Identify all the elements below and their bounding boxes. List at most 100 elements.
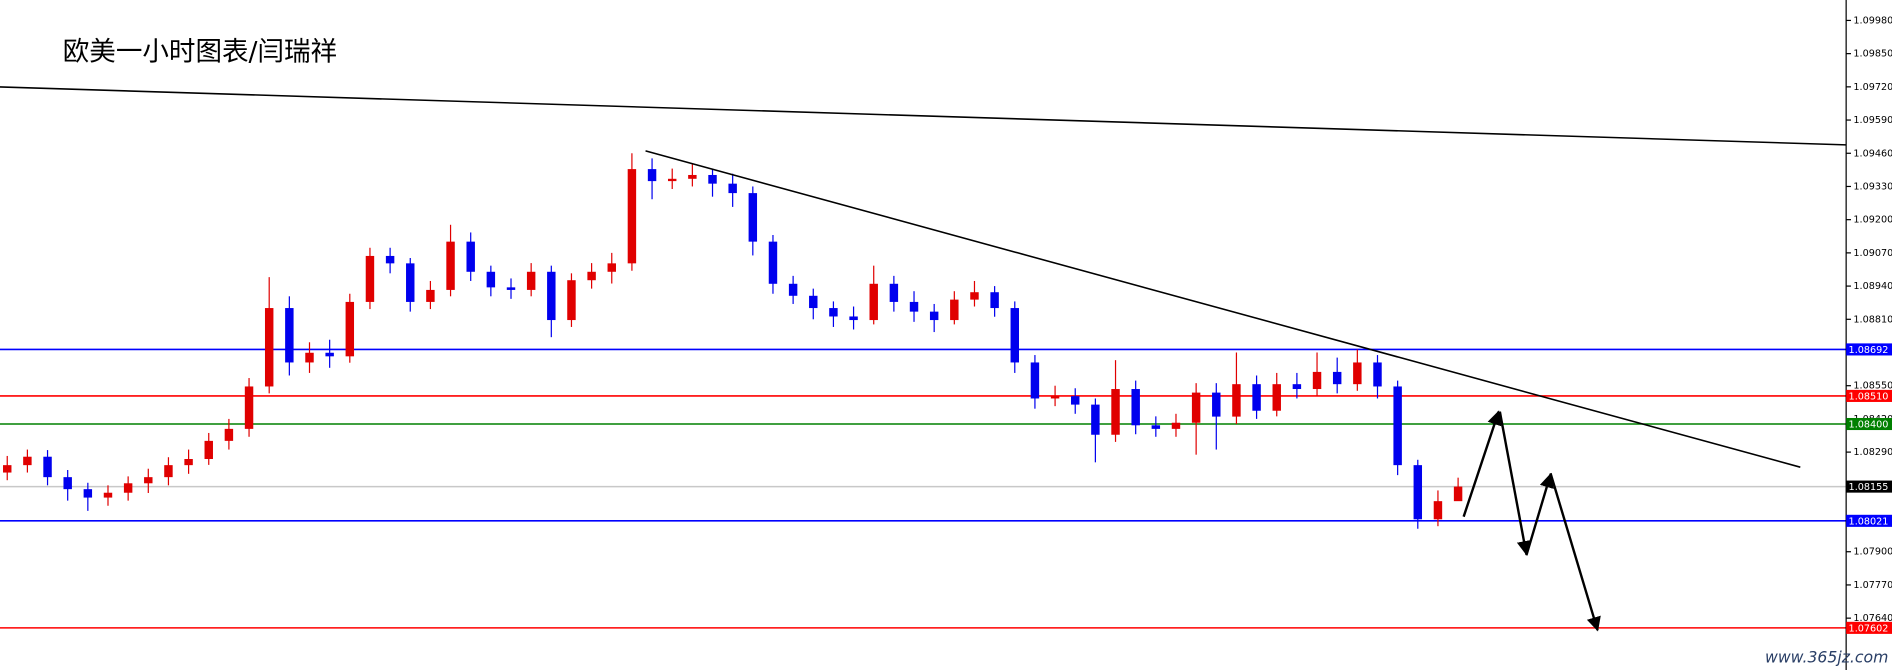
- candle-body: [990, 292, 999, 309]
- candle-body: [446, 241, 455, 290]
- candle-body: [1050, 396, 1060, 399]
- arrow: [1462, 410, 1502, 518]
- price-level-tag: [1846, 417, 1892, 431]
- price-level-label: 1.08692: [1849, 345, 1889, 356]
- candle-body: [426, 289, 435, 302]
- candle-body: [728, 183, 737, 194]
- y-tick-label: 1.09980: [1853, 15, 1892, 26]
- candle-body: [345, 301, 355, 357]
- y-tick-label: 1.09200: [1853, 215, 1892, 226]
- candle-body: [325, 352, 334, 357]
- candle-body: [970, 292, 979, 300]
- y-tick-label: 1.08290: [1853, 447, 1892, 458]
- y-tick-label: 1.07900: [1853, 547, 1892, 558]
- candle-body: [809, 295, 818, 309]
- candle-body: [607, 263, 616, 272]
- y-tick-label: 1.09070: [1853, 248, 1892, 259]
- candle-body: [1131, 389, 1140, 426]
- candle-body: [829, 308, 838, 317]
- price-level-tag: [1846, 480, 1892, 493]
- price-level-tag: [1846, 343, 1892, 356]
- candle-body: [244, 386, 254, 429]
- price-level-label: 1.08510: [1849, 392, 1889, 403]
- candle-body: [526, 271, 536, 290]
- arrow: [1549, 472, 1601, 632]
- candle-body: [1030, 362, 1040, 399]
- candle-body: [1332, 371, 1342, 385]
- candle-body: [688, 174, 697, 179]
- candle-body: [83, 489, 93, 498]
- candle-body: [103, 492, 113, 498]
- price-scale: 1.09980 1.09850 1.09720 1.09590 1.09460 1.093…: [1846, 15, 1892, 624]
- candle-body: [849, 316, 858, 321]
- y-tick-label: 1.09850: [1853, 49, 1892, 60]
- candle-body: [748, 193, 758, 242]
- candle-body: [305, 352, 314, 363]
- candles: [3, 153, 1463, 529]
- candle-body: [567, 280, 576, 321]
- candle-body: [1353, 362, 1362, 385]
- candle-body: [224, 428, 234, 441]
- candle-body: [667, 178, 677, 182]
- candle-body: [788, 283, 798, 296]
- candle-body: [647, 169, 657, 182]
- candle-body: [1252, 384, 1261, 411]
- candle-body: [204, 440, 213, 460]
- candle-body: [3, 465, 12, 473]
- candle-body: [506, 287, 516, 290]
- y-tick-label: 1.09590: [1853, 115, 1892, 126]
- candle-body: [1232, 384, 1241, 417]
- chart-title: 欧美一小时图表/闫瑞祥: [63, 37, 337, 68]
- y-tick-label: 1.08550: [1853, 381, 1892, 392]
- candle-body: [768, 241, 778, 284]
- candle-body: [43, 456, 52, 478]
- candle-body: [264, 308, 274, 387]
- candle-body: [889, 283, 899, 302]
- candle-body: [1373, 362, 1382, 387]
- projection-arrows: [1462, 410, 1601, 632]
- levels: [0, 348, 1847, 629]
- candle-body: [1010, 308, 1020, 363]
- candle-body: [1312, 371, 1322, 390]
- candle-body: [1212, 392, 1221, 417]
- candle-body: [1071, 396, 1080, 405]
- candle-body: [627, 169, 637, 264]
- candle-body: [63, 477, 72, 490]
- candle-body: [1433, 501, 1443, 520]
- candle-body: [1272, 384, 1281, 411]
- candle-body: [1171, 422, 1181, 429]
- candle-body: [144, 477, 153, 484]
- candle-body: [587, 271, 596, 281]
- y-tick-label: 1.07640: [1853, 613, 1892, 624]
- y-tick-label: 1.08810: [1853, 314, 1892, 325]
- candle-body: [547, 271, 556, 321]
- candle-body: [1111, 389, 1120, 435]
- candle-body: [1091, 404, 1100, 435]
- candle-body: [909, 301, 919, 312]
- candle-body: [285, 308, 294, 363]
- y-tick-label: 1.09720: [1853, 82, 1892, 93]
- candle-body: [950, 299, 959, 321]
- watermark: www.365jz.com: [1765, 647, 1888, 666]
- price-level-label: 1.08155: [1849, 482, 1889, 493]
- y-tick-label: 1.09330: [1853, 181, 1892, 192]
- price-level-label: 1.08400: [1849, 420, 1889, 431]
- trendline-resistance: [645, 150, 1801, 468]
- candle-body: [184, 459, 193, 466]
- y-tick-label: 1.08940: [1853, 281, 1892, 292]
- price-level-tag: [1846, 514, 1892, 527]
- candle-body: [365, 255, 375, 302]
- arrow: [1498, 411, 1532, 556]
- arrow: [1525, 473, 1554, 556]
- candle-body: [406, 263, 415, 302]
- candle-body: [1151, 425, 1161, 429]
- price-level-label: 1.08021: [1849, 516, 1889, 527]
- level-labels: 1.08692 1.08510 1.08400 1.08155 1.08021 1.076…: [1846, 343, 1892, 634]
- candle-body: [486, 271, 496, 288]
- y-tick-label: 1.07770: [1853, 580, 1892, 591]
- price-level-tag: [1846, 389, 1892, 402]
- candle-body: [929, 311, 939, 321]
